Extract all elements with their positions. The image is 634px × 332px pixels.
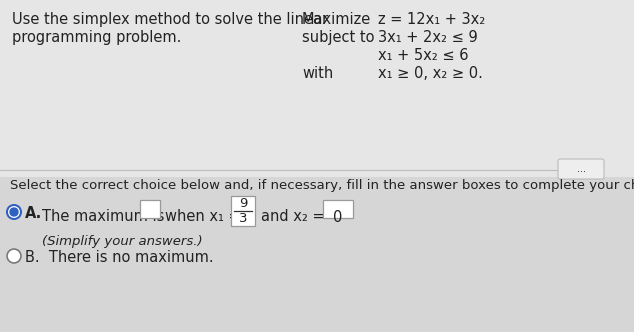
Text: z = 12x₁ + 3x₂: z = 12x₁ + 3x₂ — [378, 12, 485, 27]
FancyBboxPatch shape — [558, 159, 604, 179]
Text: with: with — [302, 66, 333, 81]
FancyBboxPatch shape — [231, 196, 255, 226]
Text: Maximize: Maximize — [302, 12, 372, 27]
FancyBboxPatch shape — [140, 200, 160, 218]
Circle shape — [7, 205, 21, 219]
Text: ...: ... — [576, 164, 586, 174]
Text: 3: 3 — [239, 212, 247, 225]
FancyBboxPatch shape — [0, 0, 634, 177]
Text: 0: 0 — [333, 210, 343, 225]
Text: and x₂ =: and x₂ = — [261, 209, 325, 224]
Circle shape — [10, 208, 18, 216]
Text: programming problem.: programming problem. — [12, 30, 181, 45]
Text: when x₁ =: when x₁ = — [165, 209, 241, 224]
Text: 9: 9 — [239, 197, 247, 210]
Text: x₁ ≥ 0, x₂ ≥ 0.: x₁ ≥ 0, x₂ ≥ 0. — [378, 66, 483, 81]
Text: x₁ + 5x₂ ≤ 6: x₁ + 5x₂ ≤ 6 — [378, 48, 469, 63]
Text: The maximum is: The maximum is — [42, 209, 164, 224]
Circle shape — [7, 249, 21, 263]
FancyBboxPatch shape — [323, 200, 353, 218]
Text: subject to: subject to — [302, 30, 375, 45]
FancyBboxPatch shape — [0, 177, 634, 332]
Text: B.  There is no maximum.: B. There is no maximum. — [25, 250, 214, 265]
Text: Use the simplex method to solve the linear: Use the simplex method to solve the line… — [12, 12, 328, 27]
Text: A.: A. — [25, 206, 42, 221]
Text: 3x₁ + 2x₂ ≤ 9: 3x₁ + 2x₂ ≤ 9 — [378, 30, 478, 45]
Text: (Simplify your answers.): (Simplify your answers.) — [42, 235, 203, 248]
Text: Select the correct choice below and, if necessary, fill in the answer boxes to c: Select the correct choice below and, if … — [10, 179, 634, 192]
